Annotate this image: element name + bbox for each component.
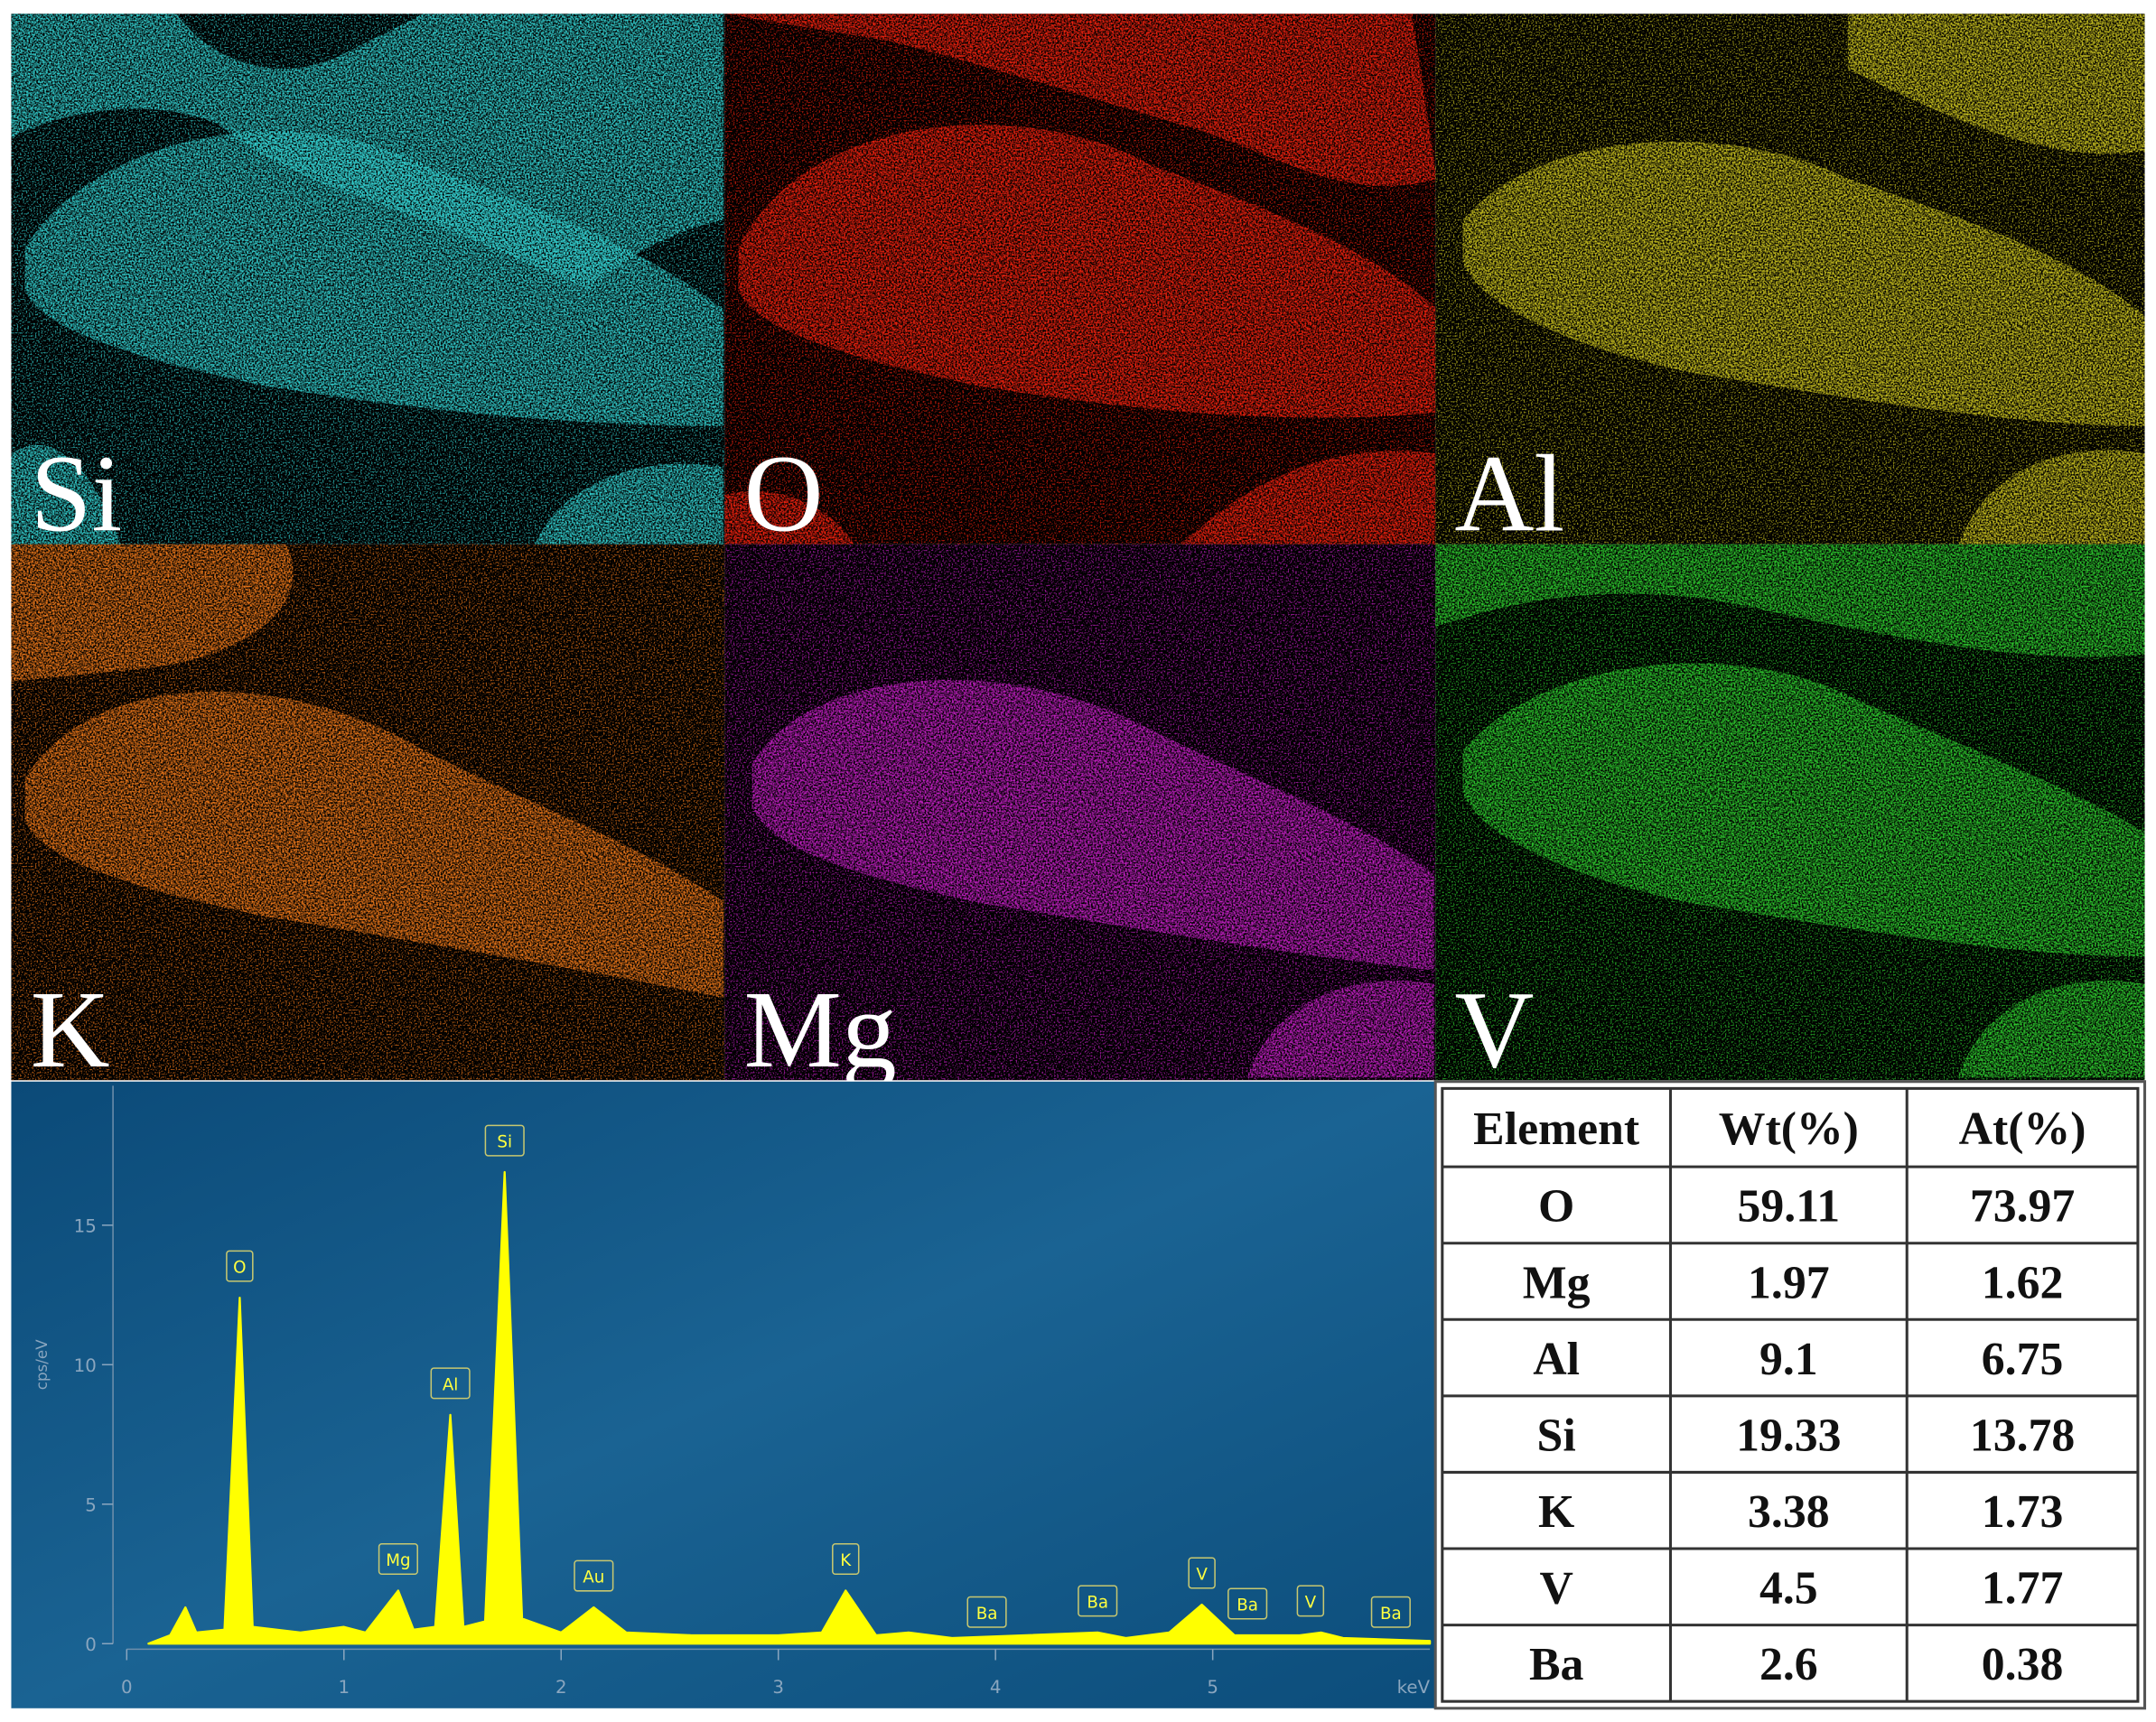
map-region [11,544,294,682]
map-region [1435,544,2145,657]
peak-label: Al [443,1376,459,1395]
peak-label-box [1188,1557,1216,1589]
element-maps: Si O Al K Mg V [11,14,2145,1091]
table-cell: Ba [1529,1639,1584,1690]
peak-label-box [1078,1585,1118,1617]
spectrum-area [147,1170,1432,1645]
peak-label-box [832,1543,860,1576]
map-region [11,444,122,547]
table-cell: 1.62 [1982,1257,2064,1308]
peak-label: Ba [1237,1596,1258,1615]
table-cell: 59.11 [1738,1181,1841,1233]
peak-label: Ba [1380,1605,1402,1624]
composition-table: Element Wt(%) At(%) O 59.11 73.97 Mg 1.97 1.62 Al… [1433,1080,2147,1710]
y-tick-label: 15 [74,1215,97,1236]
map-region [24,131,723,426]
table-cell: 1.97 [1748,1257,1830,1308]
map-label: V [1455,970,1535,1091]
table-cell: O [1538,1181,1574,1233]
peak-label-box [966,1596,1007,1628]
map-region [724,14,1437,187]
map-region [751,679,1434,971]
peak-label-box [378,1543,418,1576]
map-region [1462,663,2145,957]
y-axis-label: cps/eV [33,1339,51,1390]
peak-label-box [430,1367,471,1400]
map-label: Al [1455,433,1565,554]
x-tick-label: 5 [1207,1677,1218,1698]
map-panel: V [1435,544,2145,1091]
map-label: Si [31,433,123,554]
peak-label: V [1305,1593,1317,1612]
map-panel: Mg [724,544,1436,1091]
table-header-cell: Wt(%) [1719,1103,1859,1155]
peak-label: Mg [386,1551,410,1570]
peak-label: Au [583,1568,604,1587]
map-label: K [31,970,110,1091]
peak-label-box [1370,1596,1411,1628]
map-panel: Si [11,14,725,554]
peak-label-box [1227,1587,1268,1620]
table-cell: K [1538,1486,1574,1538]
table-cell: 4.5 [1759,1563,1818,1615]
spectrum: 0 5 10 15 0 1 2 3 4 5 keV cps/eV O Mg Al Si Au K Ba Ba V Ba V B… [11,1081,1436,1708]
x-tick-label: 4 [990,1677,1002,1698]
peak-label: Si [497,1133,512,1152]
x-tick-label: 1 [338,1677,350,1698]
map-label: O [744,433,824,554]
table-cell: 2.6 [1759,1639,1818,1690]
x-axis-label: keV [1397,1677,1431,1698]
map-region [1957,980,2145,1078]
table-cell: Mg [1523,1257,1591,1308]
table-cell: 0.38 [1982,1639,2064,1690]
table-header-cell: At(%) [1959,1103,2086,1155]
map-panel: O [724,14,1437,554]
map-region [1178,451,1437,547]
peak-label: Ba [976,1605,998,1624]
table-cell: 3.38 [1748,1486,1830,1538]
map-panel: Al [1435,14,2145,554]
table-cell: Si [1537,1410,1576,1461]
table-header-cell: Element [1473,1103,1639,1155]
x-tick-label: 3 [772,1677,784,1698]
table-cell: V [1539,1563,1573,1615]
map-region [1957,450,2145,547]
table-cell: 13.78 [1970,1410,2075,1461]
map-region [1462,141,2145,426]
peak-label-box [1296,1585,1325,1617]
table-cell: Al [1533,1334,1580,1385]
map-label: Mg [744,970,897,1091]
y-tick-label: 0 [85,1634,97,1655]
map-region [1847,14,2145,154]
peak-label-box [226,1250,254,1282]
map-panel: K [11,544,725,1091]
y-tick-label: 5 [85,1494,97,1515]
table-cell: 9.1 [1759,1334,1818,1385]
peak-label: V [1196,1566,1208,1585]
map-region [533,463,723,547]
x-tick-label: 2 [555,1677,567,1698]
x-tick-label: 0 [121,1677,133,1698]
map-region [24,691,723,998]
table-cell: 1.73 [1982,1486,2064,1538]
peak-label: O [233,1259,246,1278]
peak-label-box [484,1124,525,1157]
map-region [724,490,855,547]
table-cell: 1.77 [1982,1563,2064,1615]
y-tick-label: 10 [74,1355,97,1376]
table-cell: 19.33 [1736,1410,1841,1461]
peak-label: K [840,1551,852,1570]
map-region [1246,980,1434,1078]
table-cell: 73.97 [1970,1181,2075,1233]
peak-label: Ba [1087,1593,1108,1612]
map-region [738,124,1437,418]
table-cell: 6.75 [1982,1334,2064,1385]
peak-label-box [574,1559,614,1592]
